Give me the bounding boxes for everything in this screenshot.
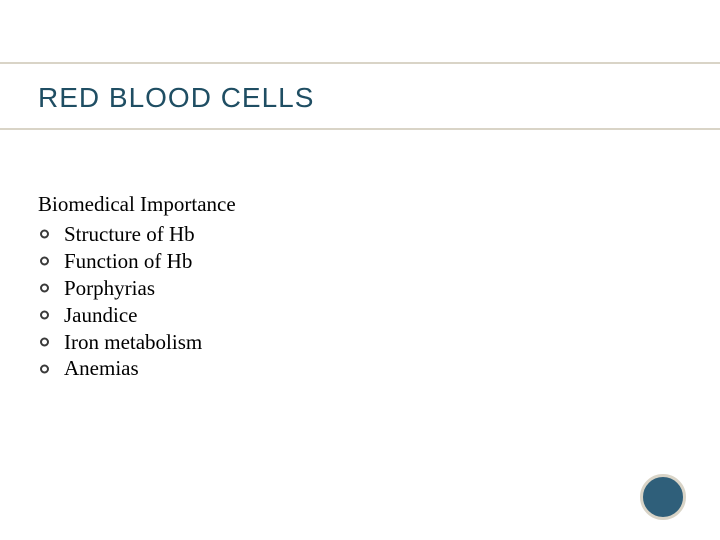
list-item: Iron metabolism [38,329,678,356]
list-item-label: Structure of Hb [64,222,195,246]
list-item: Structure of Hb [38,221,678,248]
list-item-label: Anemias [64,356,139,380]
list-item-label: Iron metabolism [64,330,202,354]
subheading: Biomedical Importance [38,192,678,217]
list-item: Anemias [38,355,678,382]
title-rule [0,128,720,130]
list-item-label: Function of Hb [64,249,192,273]
bullet-icon [40,337,49,346]
bullet-list: Structure of Hb Function of Hb Porphyrias J… [38,221,678,382]
list-item: Function of Hb [38,248,678,275]
list-item-label: Jaundice [64,303,137,327]
bullet-icon [40,311,49,320]
top-rule [0,62,720,64]
bullet-icon [40,230,49,239]
bullet-icon [40,284,49,293]
list-item: Jaundice [38,302,678,329]
slide: RED BLOOD CELLS Biomedical Importance St… [0,0,720,540]
bullet-icon [40,364,49,373]
slide-title: RED BLOOD CELLS [38,82,314,114]
body-content: Biomedical Importance Structure of Hb Fun… [38,192,678,382]
list-item-label: Porphyrias [64,276,155,300]
list-item: Porphyrias [38,275,678,302]
bullet-icon [40,257,49,266]
corner-circle-decoration [640,474,686,520]
